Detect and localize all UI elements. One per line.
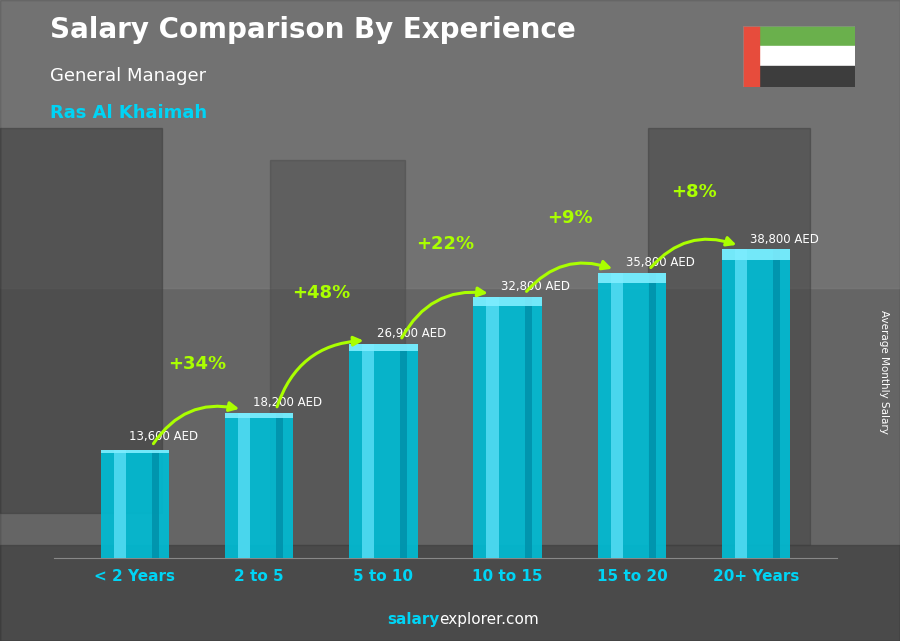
Text: explorer.com: explorer.com xyxy=(439,612,539,627)
Text: 26,900 AED: 26,900 AED xyxy=(377,327,446,340)
FancyArrowPatch shape xyxy=(401,288,484,338)
Text: +22%: +22% xyxy=(417,235,474,253)
Bar xyxy=(473,297,542,558)
Bar xyxy=(773,249,780,558)
Bar xyxy=(101,449,169,453)
Text: Average Monthly Salary: Average Monthly Salary xyxy=(878,310,889,434)
Bar xyxy=(152,449,158,558)
Bar xyxy=(760,66,855,87)
Bar xyxy=(648,128,810,545)
Text: 35,800 AED: 35,800 AED xyxy=(626,256,695,269)
Bar xyxy=(742,26,760,87)
Bar xyxy=(225,413,293,418)
Bar xyxy=(349,344,418,351)
Text: +34%: +34% xyxy=(168,355,226,373)
Text: +48%: +48% xyxy=(292,283,350,302)
Bar xyxy=(598,273,666,558)
Bar xyxy=(0,128,162,513)
Text: +8%: +8% xyxy=(671,183,717,201)
Bar xyxy=(225,413,293,558)
Bar xyxy=(760,46,855,66)
Bar xyxy=(349,344,418,558)
Text: Salary Comparison By Experience: Salary Comparison By Experience xyxy=(50,16,575,44)
Bar xyxy=(0,545,900,641)
Text: salary: salary xyxy=(387,612,439,627)
Bar xyxy=(525,297,532,558)
Bar xyxy=(276,413,283,558)
FancyArrowPatch shape xyxy=(153,403,236,444)
Bar xyxy=(101,449,169,558)
Bar xyxy=(400,344,408,558)
Bar xyxy=(238,413,250,558)
Bar xyxy=(362,344,374,558)
Bar xyxy=(0,0,900,288)
FancyArrowPatch shape xyxy=(651,238,733,267)
Bar xyxy=(270,160,405,545)
Bar xyxy=(487,297,499,558)
Bar xyxy=(113,449,126,558)
Text: General Manager: General Manager xyxy=(50,67,205,85)
Text: 18,200 AED: 18,200 AED xyxy=(253,396,322,409)
FancyArrowPatch shape xyxy=(277,337,360,407)
Text: 38,800 AED: 38,800 AED xyxy=(750,233,819,246)
Bar xyxy=(473,297,542,306)
Bar xyxy=(735,249,747,558)
Bar xyxy=(611,273,623,558)
Text: Ras Al Khaimah: Ras Al Khaimah xyxy=(50,104,207,122)
Bar xyxy=(722,249,790,558)
Text: +9%: +9% xyxy=(547,208,592,226)
FancyArrowPatch shape xyxy=(526,262,609,292)
Bar xyxy=(760,26,855,46)
Bar xyxy=(722,249,790,260)
Text: 32,800 AED: 32,800 AED xyxy=(501,280,571,293)
Bar xyxy=(598,273,666,283)
Bar xyxy=(649,273,656,558)
Text: 13,600 AED: 13,600 AED xyxy=(129,430,198,444)
